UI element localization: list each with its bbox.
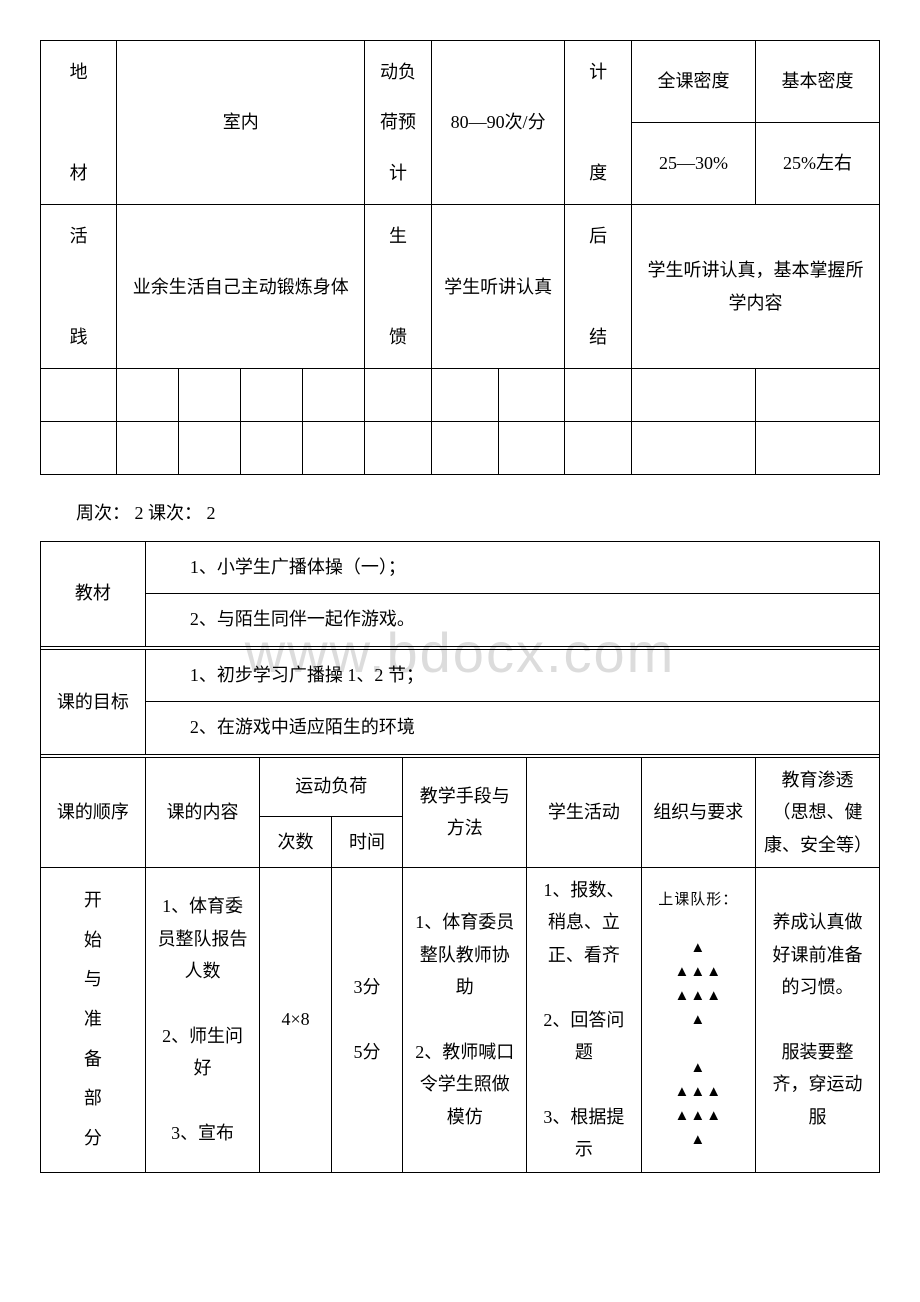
body-edu: 养成认真做好课前准备的习惯。 服装要整齐，穿运动服 <box>756 868 880 1173</box>
cell-empty <box>498 421 565 474</box>
table-schedule-summary: 地 材 室内 动负荷预计 80—90次/分 计 度 全课密度 基本密度 25—3… <box>40 40 880 475</box>
cell-empty <box>565 421 632 474</box>
cell-empty <box>755 421 879 474</box>
cell-empty <box>179 369 241 422</box>
cell-goal-line2: 2、在游戏中适应陌生的环境 <box>145 702 879 755</box>
table-lesson-plan: 教材 1、小学生广播体操（一）； 2、与陌生同伴一起作游戏。 课的目标 1、初步… <box>40 541 880 1173</box>
header-count: 次数 <box>260 817 332 868</box>
cell-practice-value: 业余生活自己主动锻炼身体 <box>117 205 365 369</box>
cell-empty <box>303 369 365 422</box>
cell-location-label: 地 材 <box>41 41 117 205</box>
body-org: 上课队形： ▲▲▲▲▲▲▲▲ ▲▲▲▲▲▲▲▲ <box>641 868 755 1173</box>
cell-result-label: 后 结 <box>565 205 632 369</box>
cell-basicdensity-value: 25%左右 <box>755 123 879 205</box>
cell-empty <box>431 369 498 422</box>
cell-basicdensity-label: 基本密度 <box>755 41 879 123</box>
cell-feedback-label: 生 馈 <box>365 205 432 369</box>
cell-empty <box>303 421 365 474</box>
section-title: 周次： 2 课次： 2 <box>40 495 880 531</box>
cell-empty <box>565 369 632 422</box>
cell-material-label: 教材 <box>41 541 146 646</box>
body-order: 开始与准备部分 <box>41 868 146 1173</box>
cell-material-line1: 1、小学生广播体操（一）； <box>145 541 879 594</box>
cell-location-value: 室内 <box>117 41 365 205</box>
cell-empty <box>431 421 498 474</box>
body-activity: 1、报数、稍息、立正、看齐 2、回答问题 3、根据提示 <box>527 868 641 1173</box>
cell-empty <box>241 421 303 474</box>
cell-empty <box>117 369 179 422</box>
cell-goal-label: 课的目标 <box>41 649 146 754</box>
cell-empty <box>179 421 241 474</box>
cell-empty <box>365 421 432 474</box>
cell-load-label: 动负荷预计 <box>365 41 432 205</box>
cell-empty <box>498 369 565 422</box>
cell-empty <box>755 369 879 422</box>
cell-empty <box>41 369 117 422</box>
header-content: 课的内容 <box>145 757 259 867</box>
header-load: 运动负荷 <box>260 757 403 816</box>
header-org: 组织与要求 <box>641 757 755 867</box>
cell-practice-label: 活 践 <box>41 205 117 369</box>
header-edu: 教育渗透（思想、健康、安全等） <box>756 757 880 867</box>
cell-load-value: 80—90次/分 <box>431 41 564 205</box>
cell-degree-label: 计 度 <box>565 41 632 205</box>
cell-fulldensity-label: 全课密度 <box>632 41 756 123</box>
cell-empty <box>117 421 179 474</box>
body-method: 1、体育委员整队教师协助 2、教师喊口令学生照做模仿 <box>403 868 527 1173</box>
cell-goal-line1: 1、初步学习广播操 1、2 节； <box>145 649 879 702</box>
header-method: 教学手段与方法 <box>403 757 527 867</box>
cell-empty <box>41 421 117 474</box>
cell-result-value: 学生听讲认真，基本掌握所学内容 <box>632 205 880 369</box>
header-activity: 学生活动 <box>527 757 641 867</box>
cell-empty <box>365 369 432 422</box>
cell-empty <box>241 369 303 422</box>
body-count: 4×8 <box>260 868 332 1173</box>
header-order: 课的顺序 <box>41 757 146 867</box>
cell-empty <box>632 369 756 422</box>
header-time: 时间 <box>331 817 403 868</box>
cell-material-line2: 2、与陌生同伴一起作游戏。 <box>145 594 879 647</box>
cell-feedback-value: 学生听讲认真 <box>431 205 564 369</box>
cell-fulldensity-value: 25—30% <box>632 123 756 205</box>
body-time: 3分 5分 <box>331 868 403 1173</box>
cell-empty <box>632 421 756 474</box>
body-content: 1、体育委员整队报告人数 2、师生问好 3、宣布 <box>145 868 259 1173</box>
